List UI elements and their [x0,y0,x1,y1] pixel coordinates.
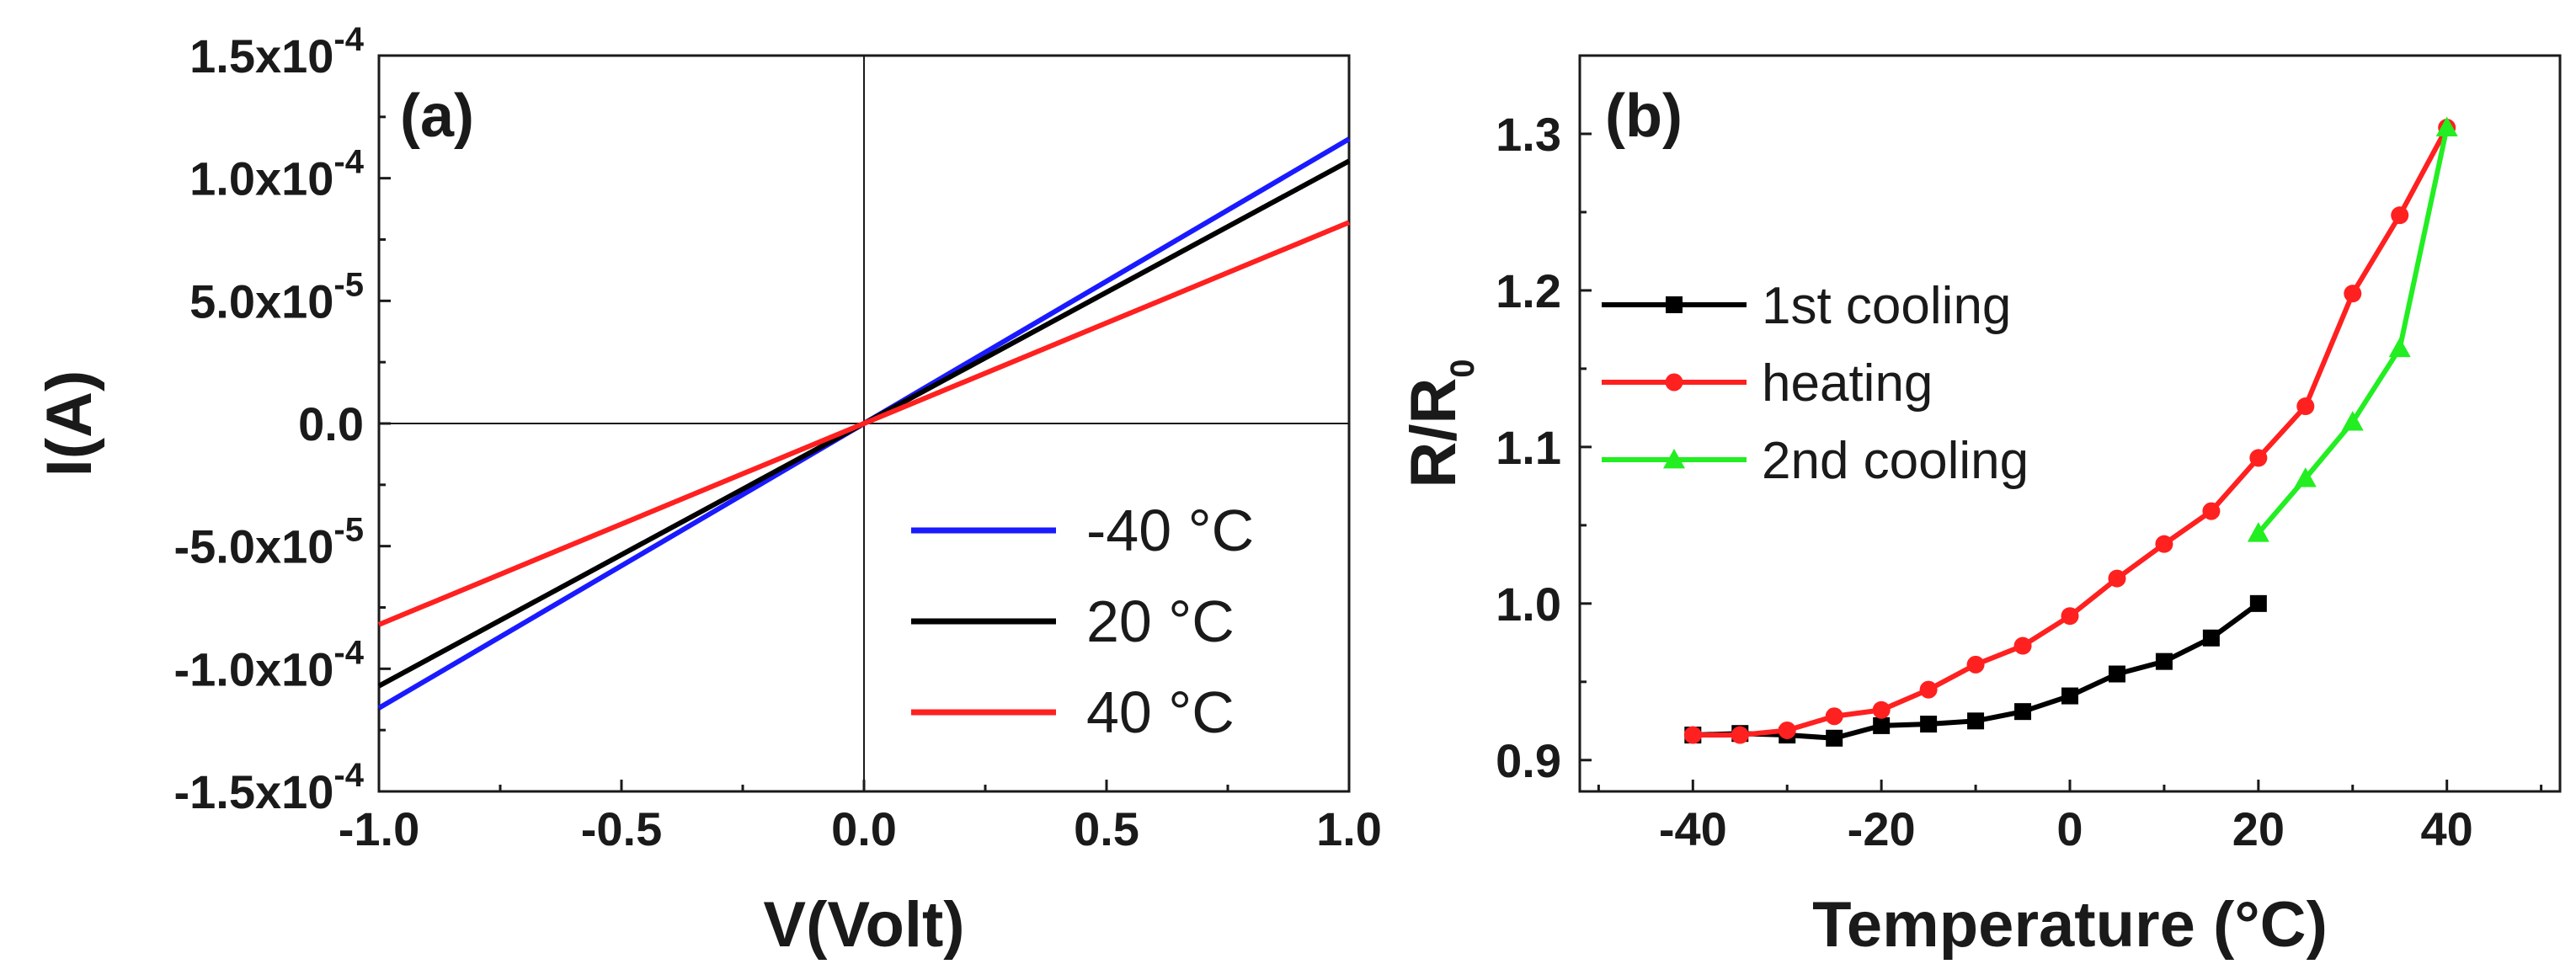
data-point-b-1 [1825,707,1843,726]
y-tick-label-a: 1.5x10-4 [189,21,365,83]
data-point-b-1 [1778,721,1796,739]
data-point-b-1 [1872,700,1891,719]
x-tick-label-b: 40 [2421,802,2473,855]
series-line-a-2 [377,220,1351,627]
x-tick-label-b: -20 [1848,802,1916,855]
data-point-b-2 [2388,337,2411,358]
data-point-b-0 [1967,712,1985,730]
y-tick-label-a: 0.0 [298,397,364,450]
data-point-b-0 [1826,729,1843,747]
data-point-b-0 [2061,687,2078,705]
data-point-b-0 [1873,716,1891,734]
data-point-b-0 [2155,652,2173,670]
series-line-b-2 [2256,126,2450,535]
y-tick-exponent-a: -5 [333,266,364,303]
y-tick-label-b: 1.1 [1496,421,1561,474]
data-point-b-1 [2391,206,2409,225]
data-point-b-1 [2061,607,2079,626]
x-axis-title-b: Temperature (°C) [1812,889,2328,961]
data-point-b-0 [1920,716,1938,733]
data-point-b-1 [2108,569,2126,588]
data-point-b-1 [1683,726,1702,744]
x-tick-label-a: 0.5 [1074,802,1139,855]
data-point-b-2 [2247,522,2269,542]
x-tick-label-a: -0.5 [581,802,663,855]
legend-label-a-0: -40 °C [1086,498,1254,563]
data-point-b-0 [2108,665,2125,683]
data-point-b-1 [2202,502,2221,520]
x-tick-label-a: 1.0 [1316,802,1382,855]
data-point-b-1 [2344,285,2362,303]
data-point-b-2 [2435,116,2458,136]
data-point-b-2 [2294,467,2317,487]
panel-a: -1.0 -0.5 0.0 0.5 1.0 1.5x10-4 1.0x10-4 5.0x10-… [34,21,1382,961]
x-axis-title-a: V(Volt) [763,889,964,961]
data-point-b-1 [1731,726,1749,744]
data-point-b-0 [2249,594,2267,612]
legend-label-b-1: heating [1762,354,1933,413]
legend-label-a-2: 40 °C [1086,679,1235,745]
legend-marker-b-1 [1665,373,1683,391]
y-tick-label-a: -1.5x10-4 [173,757,364,818]
panel-label-a: (a) [400,83,474,150]
x-tick-label-a: -1.0 [339,802,420,855]
y-tick-exponent-a: -4 [333,21,364,58]
data-point-b-1 [1919,680,1938,699]
y-axis-title-subscript-b: 0 [1444,359,1481,377]
y-tick-exponent-a: -5 [333,512,364,549]
data-point-b-1 [2249,449,2268,467]
x-tick-label-b: 0 [2056,802,2083,855]
x-tick-label-b: -40 [1659,802,1727,855]
panel-b: -40 -20 0 20 40 0.9 1.0 1.1 1.2 1.3 Temperature (°… [1398,54,2562,961]
legend-label-b-2: 2nd cooling [1762,432,2029,490]
y-tick-label-a: -1.0x10-4 [173,634,364,695]
plot-frame-b [1578,54,2562,793]
x-tick-label-b: 20 [2232,802,2285,855]
y-tick-exponent-a: -4 [333,634,364,671]
legend-marker-b-2 [1663,449,1685,469]
legend-label-b-0: 1st cooling [1762,277,2011,335]
x-tick-label-a: 0.0 [831,802,897,855]
y-tick-label-b: 0.9 [1496,734,1561,787]
data-point-b-0 [2202,629,2220,647]
legend-label-a-1: 20 °C [1086,589,1235,654]
y-axis-title-a: I(A) [34,370,105,477]
y-axis-title-b: R/R0 [1398,359,1481,487]
data-point-b-0 [2014,703,2032,721]
data-point-b-1 [2296,397,2315,416]
y-tick-label-a: -5.0x10-5 [173,512,364,573]
y-tick-exponent-a: -4 [333,757,364,794]
panel-label-b: (b) [1605,83,1683,150]
y-tick-label-b: 1.2 [1496,264,1561,317]
y-tick-label-a: 1.0x10-4 [189,144,365,205]
y-tick-exponent-a: -4 [333,144,364,181]
y-tick-label-a: 5.0x10-5 [189,266,364,328]
data-point-b-1 [2155,535,2173,553]
data-point-b-2 [2341,411,2364,431]
data-point-b-1 [1966,655,1985,674]
legend-marker-b-0 [1666,296,1683,313]
y-tick-label-b: 1.0 [1496,578,1561,631]
data-point-b-1 [2013,636,2032,655]
y-tick-label-b: 1.3 [1496,108,1561,161]
